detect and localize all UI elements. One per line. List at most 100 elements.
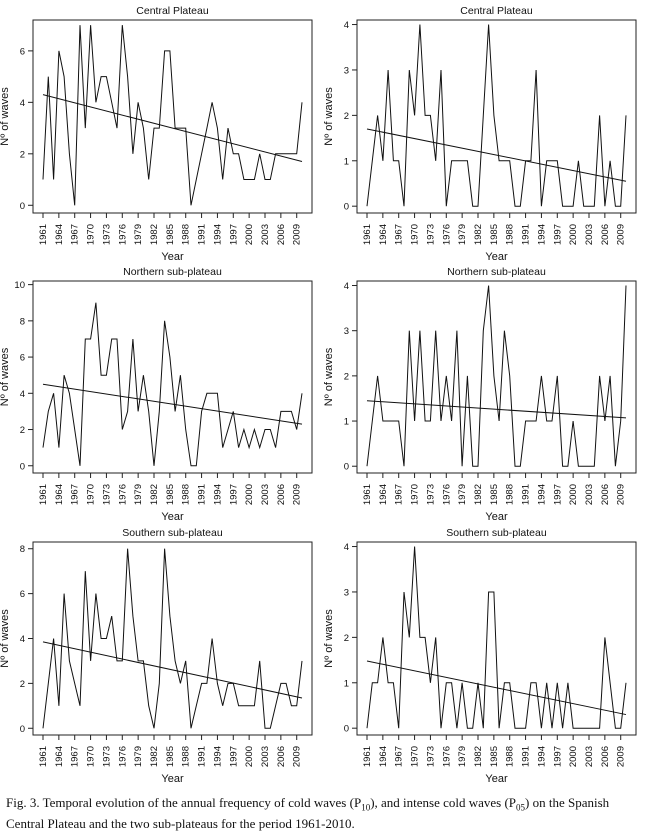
x-tick-label: 1982 bbox=[149, 484, 160, 505]
y-tick-label: 2 bbox=[20, 679, 25, 690]
y-tick-label: 6 bbox=[20, 46, 25, 57]
figure: Central Plateau 0 2 4 6 1961 1964 1967 1970 1973 1… bbox=[0, 5, 637, 785]
caption-text-3: ) on the Spanish Central Plateau and the… bbox=[6, 795, 613, 831]
x-tick-label: 2006 bbox=[276, 746, 287, 767]
y-tick-label: 4 bbox=[20, 389, 25, 400]
x-tick-label: 1961 bbox=[362, 224, 373, 245]
y-axis-label: Nº of waves bbox=[323, 347, 335, 406]
x-tick-label: 2000 bbox=[568, 746, 579, 767]
x-tick-label: 1988 bbox=[181, 746, 192, 767]
x-tick-label: 2009 bbox=[616, 746, 627, 767]
y-tick-label: 4 bbox=[344, 542, 349, 553]
y-tick-label: 4 bbox=[344, 281, 349, 292]
data-series-line bbox=[42, 25, 303, 206]
x-tick-label: 1961 bbox=[362, 484, 373, 505]
x-axis-label: Year bbox=[161, 251, 184, 263]
x-tick-label: 2009 bbox=[292, 224, 303, 245]
data-series-line bbox=[42, 302, 303, 467]
x-tick-label: 2000 bbox=[568, 224, 579, 245]
x-tick-label: 1988 bbox=[181, 224, 192, 245]
x-axis-label: Year bbox=[485, 511, 508, 523]
x-tick-label: 1973 bbox=[425, 746, 436, 767]
x-tick-label: 2003 bbox=[584, 224, 595, 245]
y-tick-label: 3 bbox=[344, 65, 349, 76]
y-tick-label: 1 bbox=[344, 678, 349, 689]
x-tick-label: 1964 bbox=[54, 484, 65, 505]
trend-line bbox=[366, 128, 627, 182]
y-tick-label: 6 bbox=[20, 589, 25, 600]
x-tick-label: 1976 bbox=[441, 224, 452, 245]
x-tick-label: 1973 bbox=[101, 484, 112, 505]
x-tick-label: 1994 bbox=[212, 224, 223, 245]
x-tick-label: 1985 bbox=[489, 484, 500, 505]
data-series-line bbox=[42, 548, 303, 729]
x-tick-label: 1994 bbox=[212, 746, 223, 767]
y-tick-label: 0 bbox=[20, 724, 25, 735]
x-tick-label: 1994 bbox=[536, 224, 547, 245]
chart-title: Northern sub-plateau bbox=[123, 266, 222, 278]
x-tick-label: 1973 bbox=[425, 484, 436, 505]
y-tick-label: 1 bbox=[344, 156, 349, 167]
x-tick-label: 2003 bbox=[584, 746, 595, 767]
chart-panel-6: Southern sub-plateau 0 1 2 3 4 1961 1964 1967 197… bbox=[323, 527, 637, 785]
x-tick-label: 1973 bbox=[101, 746, 112, 767]
x-tick-label: 1991 bbox=[197, 224, 208, 245]
x-axis-label: Year bbox=[485, 251, 508, 263]
x-tick-label: 1961 bbox=[38, 746, 49, 767]
y-axis-label: Nº of waves bbox=[0, 347, 11, 406]
y-tick-label: 0 bbox=[344, 462, 349, 473]
x-tick-label: 2000 bbox=[244, 224, 255, 245]
x-tick-label: 1976 bbox=[117, 224, 128, 245]
y-tick-label: 3 bbox=[344, 587, 349, 598]
plot-frame bbox=[32, 280, 313, 474]
x-tick-label: 1985 bbox=[165, 484, 176, 505]
x-tick-label: 1964 bbox=[378, 224, 389, 245]
x-tick-label: 2000 bbox=[244, 484, 255, 505]
x-tick-label: 1994 bbox=[536, 484, 547, 505]
chart-title: Central Plateau bbox=[460, 5, 533, 17]
chart-panel-3: Northern sub-plateau 0 2 4 6 8 10 1961 1964 1967 1… bbox=[0, 266, 313, 523]
y-axis-label: Nº of waves bbox=[0, 87, 11, 146]
y-tick-label: 8 bbox=[20, 316, 25, 327]
caption-text-1: Fig. 3. Temporal evolution of the annual… bbox=[6, 795, 362, 810]
x-tick-label: 1970 bbox=[86, 224, 97, 245]
y-tick-label: 10 bbox=[14, 280, 25, 291]
x-tick-label: 2009 bbox=[292, 484, 303, 505]
x-tick-label: 1961 bbox=[38, 484, 49, 505]
x-tick-label: 1967 bbox=[394, 746, 405, 767]
x-tick-label: 1991 bbox=[521, 746, 532, 767]
x-tick-label: 1979 bbox=[133, 484, 144, 505]
y-tick-label: 6 bbox=[20, 353, 25, 364]
y-axis-label: Nº of waves bbox=[323, 87, 335, 146]
x-tick-label: 1979 bbox=[457, 746, 468, 767]
x-tick-label: 1967 bbox=[70, 746, 81, 767]
chart-panel-4: Northern sub-plateau 0 1 2 3 4 1961 1964 1967 197… bbox=[323, 266, 637, 523]
x-tick-label: 1997 bbox=[552, 484, 563, 505]
x-tick-label: 1979 bbox=[457, 484, 468, 505]
x-tick-label: 1988 bbox=[505, 224, 516, 245]
x-tick-label: 1964 bbox=[54, 224, 65, 245]
chart-panel-1: Central Plateau 0 2 4 6 1961 1964 1967 1970 1973 1… bbox=[0, 5, 313, 263]
x-tick-label: 1991 bbox=[521, 224, 532, 245]
x-tick-label: 1976 bbox=[441, 484, 452, 505]
chart-title: Southern sub-plateau bbox=[122, 527, 223, 539]
x-tick-label: 2003 bbox=[260, 484, 271, 505]
caption-text-2: ), and intense cold waves (P bbox=[370, 795, 517, 810]
y-tick-label: 0 bbox=[344, 724, 349, 735]
x-tick-label: 1988 bbox=[505, 484, 516, 505]
x-tick-label: 1967 bbox=[394, 224, 405, 245]
y-tick-label: 2 bbox=[20, 425, 25, 436]
x-tick-label: 1967 bbox=[70, 224, 81, 245]
x-axis-label: Year bbox=[161, 773, 184, 785]
caption-subscript-1: 10 bbox=[361, 802, 371, 813]
trend-line bbox=[42, 383, 303, 425]
y-tick-label: 1 bbox=[344, 417, 349, 428]
x-tick-label: 1979 bbox=[457, 224, 468, 245]
x-tick-label: 1997 bbox=[228, 746, 239, 767]
x-tick-label: 1967 bbox=[70, 484, 81, 505]
chart-title: Northern sub-plateau bbox=[447, 266, 546, 278]
x-tick-label: 1973 bbox=[101, 224, 112, 245]
x-tick-label: 1982 bbox=[149, 746, 160, 767]
x-tick-label: 1979 bbox=[133, 746, 144, 767]
x-tick-label: 2000 bbox=[568, 484, 579, 505]
